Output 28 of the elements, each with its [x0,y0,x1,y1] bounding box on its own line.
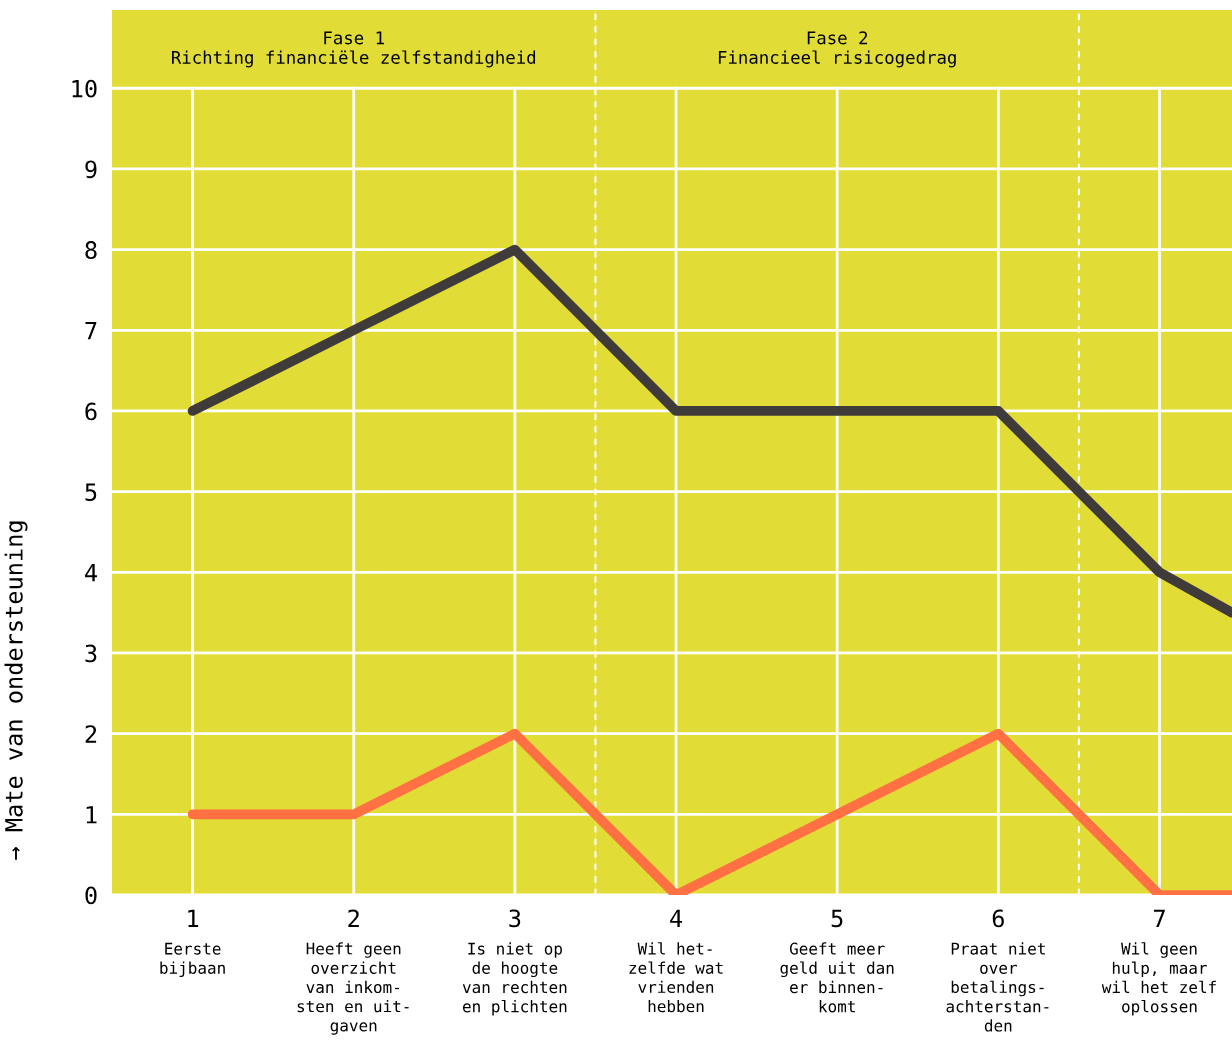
y-tick-label: 9 [85,160,97,179]
y-tick-label: 1 [86,806,97,824]
x-tick-label: 4 [670,909,683,927]
text: Geeft meer geld uit dan er binnen- komt [780,942,894,1013]
y-tick-label: 10 [72,79,97,98]
y-tick-label: 4 [85,564,97,582]
band-label: Fase 2 Financieel risicogedrag [718,31,956,68]
x-tick-label: 7 [1153,909,1165,927]
text: Praat niet over betalings- achterstan- den [946,942,1049,1032]
text: Is niet op de hoogte van rechten en plichten [462,942,567,1016]
y-tick-label: 6 [85,402,97,421]
text: Wil geen hulp, maar wil het zelf oplossen [1101,942,1216,1016]
y-tick-label: 0 [85,886,97,905]
y-tick-label: 8 [85,241,97,259]
y-tick-label: 3 [85,644,97,663]
x-tick-label: 5 [831,909,843,928]
x-tick-label: 1 [188,909,199,927]
text: Heeft geen overzicht van inkom- sten en uit- gaven [297,942,409,1035]
y-tick-label: 7 [85,322,97,340]
y-tick-label: 5 [85,483,97,501]
y-tick-label: 2 [85,725,97,743]
y-axis-title: → Mate van ondersteuning [4,521,28,860]
band-label: Fase 1 Richting financiële zelfstandigheid [172,31,536,68]
x-tick-label: 3 [509,909,521,928]
x-tick-label: 2 [348,909,359,927]
text: Eerste bijbaan [160,942,225,977]
x-tick-label: 6 [992,909,1004,928]
text: Wil het- zelfde wat vrienden hebben [629,942,723,1013]
